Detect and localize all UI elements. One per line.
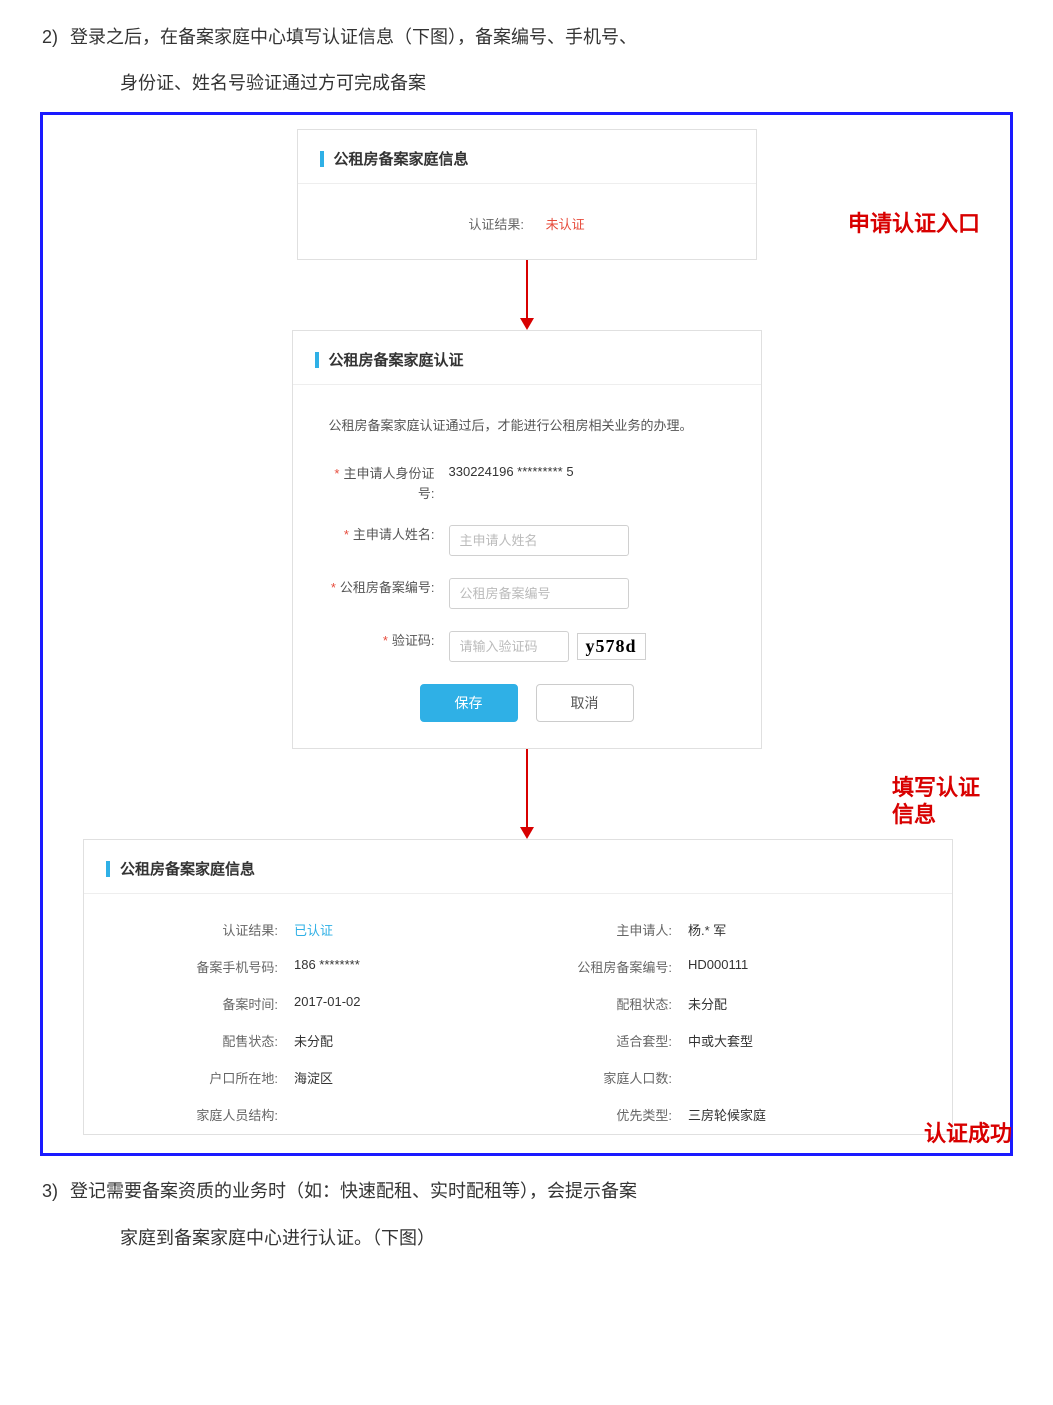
accent-bar-icon — [315, 352, 319, 368]
row-name: * 主申请人姓名: — [329, 525, 725, 556]
captcha-label: 验证码: — [392, 633, 435, 648]
id-value: 330224196 ********* 5 — [449, 464, 725, 479]
panel-family-info-verified: 公租房备案家庭信息 认证结果: 已认证 主申请人: 杨.* 军 备案手机号码: … — [83, 839, 953, 1135]
ilabel: 认证结果: — [124, 920, 294, 939]
row-id: * 主申请人身份证号: 330224196 ********* 5 — [329, 464, 725, 503]
name-label: 主申请人姓名: — [353, 527, 435, 542]
ivalue: HD000111 — [688, 957, 912, 976]
record-input[interactable] — [449, 578, 629, 609]
required-mark: * — [334, 466, 339, 481]
panel3-header: 公租房备案家庭信息 — [84, 840, 952, 894]
step2-number: 2) — [30, 20, 70, 54]
accent-bar-icon — [320, 151, 324, 167]
panel2-title: 公租房备案家庭认证 — [329, 349, 464, 370]
row-captcha: * 验证码: y578d — [329, 631, 725, 662]
save-button[interactable]: 保存 — [420, 684, 518, 722]
panel1-title: 公租房备案家庭信息 — [334, 148, 469, 169]
panel2-header: 公租房备案家庭认证 — [293, 331, 761, 385]
ilabel: 优先类型: — [518, 1105, 688, 1124]
ivalue: 中或大套型 — [688, 1031, 912, 1050]
ilabel: 备案手机号码: — [124, 957, 294, 976]
captcha-input[interactable] — [449, 631, 569, 662]
row-record: * 公租房备案编号: — [329, 578, 725, 609]
required-mark: * — [383, 633, 388, 648]
panel-family-info-unverified: 公租房备案家庭信息 认证结果: 未认证 — [297, 129, 757, 260]
record-label: 公租房备案编号: — [340, 580, 435, 595]
ivalue-verified: 已认证 — [294, 920, 518, 939]
info-grid: 认证结果: 已认证 主申请人: 杨.* 军 备案手机号码: 186 ******… — [124, 920, 912, 1124]
id-label: 主申请人身份证号: — [343, 466, 434, 501]
panel2-form-body: 公租房备案家庭认证通过后，才能进行公租房相关业务的办理。 * 主申请人身份证号: … — [293, 385, 761, 748]
required-mark: * — [331, 580, 336, 595]
panel1-header: 公租房备案家庭信息 — [298, 130, 756, 184]
captcha-image[interactable]: y578d — [577, 633, 646, 660]
ilabel: 家庭人口数: — [518, 1068, 688, 1087]
ilabel: 配租状态: — [518, 994, 688, 1013]
ivalue: 2017-01-02 — [294, 994, 518, 1013]
ilabel: 家庭人员结构: — [124, 1105, 294, 1124]
ivalue: 杨.* 军 — [688, 920, 912, 939]
ivalue: 未分配 — [688, 994, 912, 1013]
step2-text-line2: 身份证、姓名号验证通过方可完成备案 — [40, 66, 1013, 100]
ilabel: 公租房备案编号: — [518, 957, 688, 976]
panel1-result-label: 认证结果: — [468, 217, 524, 232]
ivalue: 三房轮候家庭 — [688, 1105, 912, 1124]
ilabel: 主申请人: — [518, 920, 688, 939]
workflow-frame: 公租房备案家庭信息 认证结果: 未认证 申请认证入口 公租房备案家庭认证 公租房… — [40, 112, 1013, 1156]
step2-text-line1: 登录之后，在备案家庭中心填写认证信息（下图），备案编号、手机号、 — [70, 27, 637, 47]
ivalue — [688, 1068, 912, 1087]
instruction-step-2: 2)登录之后，在备案家庭中心填写认证信息（下图），备案编号、手机号、 身份证、姓… — [40, 20, 1013, 100]
arrow-1 — [43, 260, 1010, 330]
button-row: 保存 取消 — [329, 684, 725, 722]
ilabel: 适合套型: — [518, 1031, 688, 1050]
panel3-body: 认证结果: 已认证 主申请人: 杨.* 军 备案手机号码: 186 ******… — [84, 894, 952, 1134]
ivalue — [294, 1105, 518, 1124]
cancel-button[interactable]: 取消 — [536, 684, 634, 722]
panel2-hint: 公租房备案家庭认证通过后，才能进行公租房相关业务的办理。 — [329, 415, 725, 434]
ivalue: 海淀区 — [294, 1068, 518, 1087]
arrow-2 — [43, 749, 1010, 839]
required-mark: * — [344, 527, 349, 542]
panel1-result-row: 认证结果: 未认证 — [298, 184, 756, 259]
instruction-step-3: 3)登记需要备案资质的业务时（如：快速配租、实时配租等），会提示备案 家庭到备案… — [40, 1174, 1013, 1254]
name-input[interactable] — [449, 525, 629, 556]
panel-family-verify-form: 公租房备案家庭认证 公租房备案家庭认证通过后，才能进行公租房相关业务的办理。 *… — [292, 330, 762, 749]
step3-number: 3) — [30, 1174, 70, 1208]
accent-bar-icon — [106, 861, 110, 877]
step3-text-line2: 家庭到备案家庭中心进行认证。（下图） — [40, 1221, 1013, 1255]
annotation-entry: 申请认证入口 — [848, 211, 980, 237]
ilabel: 户口所在地: — [124, 1068, 294, 1087]
ivalue: 未分配 — [294, 1031, 518, 1050]
ilabel: 备案时间: — [124, 994, 294, 1013]
panel1-result-value: 未认证 — [546, 217, 585, 232]
panel3-title: 公租房备案家庭信息 — [120, 858, 255, 879]
ivalue: 186 ******** — [294, 957, 518, 976]
ilabel: 配售状态: — [124, 1031, 294, 1050]
step3-text-line1: 登记需要备案资质的业务时（如：快速配租、实时配租等），会提示备案 — [70, 1181, 637, 1201]
annotation-success: 认证成功 — [924, 1121, 1012, 1147]
